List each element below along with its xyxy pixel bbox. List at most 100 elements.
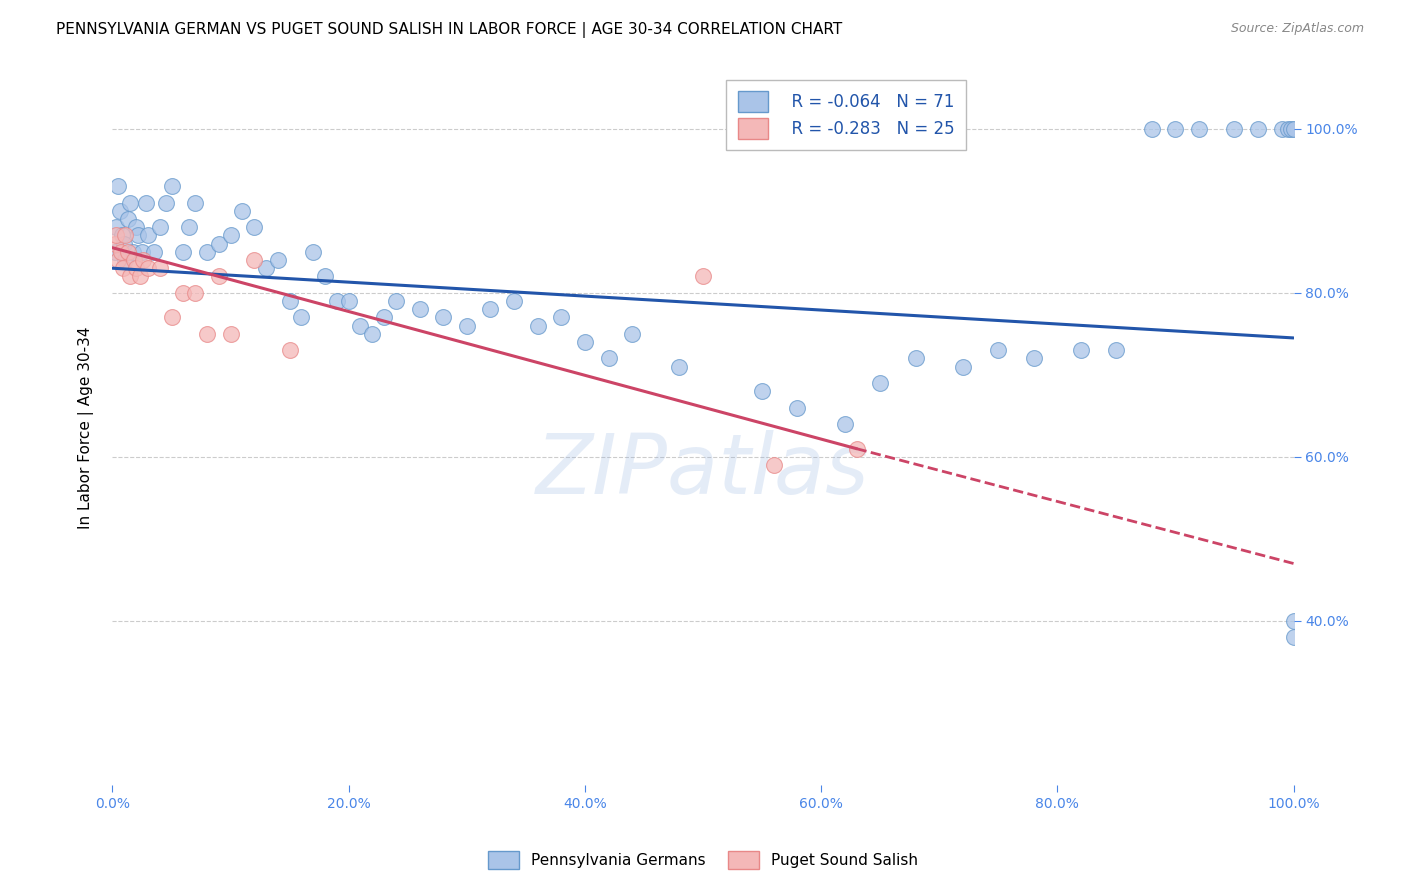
Point — [1105, 343, 1128, 358]
Point — [184, 285, 207, 300]
Point — [120, 195, 142, 210]
Point — [243, 252, 266, 267]
Point — [184, 195, 207, 210]
Point — [1277, 121, 1299, 136]
Point — [574, 334, 596, 349]
Point — [122, 252, 145, 267]
Point — [1282, 630, 1305, 644]
Point — [136, 228, 159, 243]
Point — [254, 261, 277, 276]
Text: ZIPatlas: ZIPatlas — [536, 431, 870, 511]
Point — [290, 310, 312, 325]
Point — [278, 343, 301, 358]
Point — [692, 269, 714, 284]
Point — [127, 228, 149, 243]
Point — [1188, 121, 1211, 136]
Point — [479, 302, 502, 317]
Point — [326, 293, 349, 308]
Point — [952, 359, 974, 374]
Point — [526, 318, 548, 333]
Point — [845, 442, 868, 456]
Point — [1247, 121, 1270, 136]
Point — [155, 195, 177, 210]
Text: Source: ZipAtlas.com: Source: ZipAtlas.com — [1230, 22, 1364, 36]
Point — [503, 293, 526, 308]
Point — [149, 220, 172, 235]
Point — [219, 326, 242, 341]
Point — [112, 236, 135, 251]
Point — [361, 326, 384, 341]
Point — [195, 326, 218, 341]
Y-axis label: In Labor Force | Age 30-34: In Labor Force | Age 30-34 — [77, 326, 94, 530]
Point — [121, 244, 143, 259]
Point — [1271, 121, 1294, 136]
Point — [125, 261, 148, 276]
Point — [432, 310, 454, 325]
Point — [160, 179, 183, 194]
Point — [869, 376, 891, 390]
Point — [179, 220, 201, 235]
Point — [373, 310, 395, 325]
Point — [208, 236, 231, 251]
Point — [349, 318, 371, 333]
Point — [598, 351, 620, 366]
Point — [243, 220, 266, 235]
Point — [104, 236, 127, 251]
Point — [267, 252, 290, 267]
Point — [149, 261, 172, 276]
Point — [278, 293, 301, 308]
Point — [160, 310, 183, 325]
Point — [1164, 121, 1187, 136]
Point — [408, 302, 430, 317]
Point — [1070, 343, 1092, 358]
Point — [117, 212, 139, 227]
Point — [302, 244, 325, 259]
Point — [621, 326, 644, 341]
Point — [1282, 614, 1305, 628]
Point — [105, 220, 128, 235]
Point — [131, 244, 153, 259]
Point — [128, 269, 150, 284]
Point — [172, 285, 194, 300]
Point — [172, 244, 194, 259]
Point — [751, 384, 773, 399]
Point — [111, 228, 134, 243]
Point — [104, 244, 127, 259]
Point — [110, 244, 132, 259]
Point — [668, 359, 690, 374]
Point — [1282, 121, 1305, 136]
Point — [114, 252, 136, 267]
Point — [987, 343, 1010, 358]
Point — [136, 261, 159, 276]
Point — [132, 252, 155, 267]
Point — [834, 417, 856, 431]
Point — [125, 220, 148, 235]
Point — [314, 269, 336, 284]
Point — [456, 318, 478, 333]
Point — [112, 261, 135, 276]
Point — [108, 203, 131, 218]
Point — [786, 401, 808, 415]
Point — [107, 179, 129, 194]
Point — [762, 458, 785, 472]
Point — [107, 252, 129, 267]
Point — [1279, 121, 1302, 136]
Point — [142, 244, 165, 259]
Point — [231, 203, 253, 218]
Point — [1022, 351, 1045, 366]
Point — [135, 195, 157, 210]
Point — [114, 228, 136, 243]
Point — [208, 269, 231, 284]
Point — [117, 244, 139, 259]
Point — [904, 351, 927, 366]
Point — [105, 228, 128, 243]
Point — [120, 269, 142, 284]
Point — [1223, 121, 1246, 136]
Legend: Pennsylvania Germans, Puget Sound Salish: Pennsylvania Germans, Puget Sound Salish — [482, 845, 924, 875]
Text: PENNSYLVANIA GERMAN VS PUGET SOUND SALISH IN LABOR FORCE | AGE 30-34 CORRELATION: PENNSYLVANIA GERMAN VS PUGET SOUND SALIS… — [56, 22, 842, 38]
Point — [1140, 121, 1163, 136]
Legend:   R = -0.064   N = 71,   R = -0.283   N = 25: R = -0.064 N = 71, R = -0.283 N = 25 — [725, 79, 966, 151]
Point — [550, 310, 572, 325]
Point — [385, 293, 408, 308]
Point — [195, 244, 218, 259]
